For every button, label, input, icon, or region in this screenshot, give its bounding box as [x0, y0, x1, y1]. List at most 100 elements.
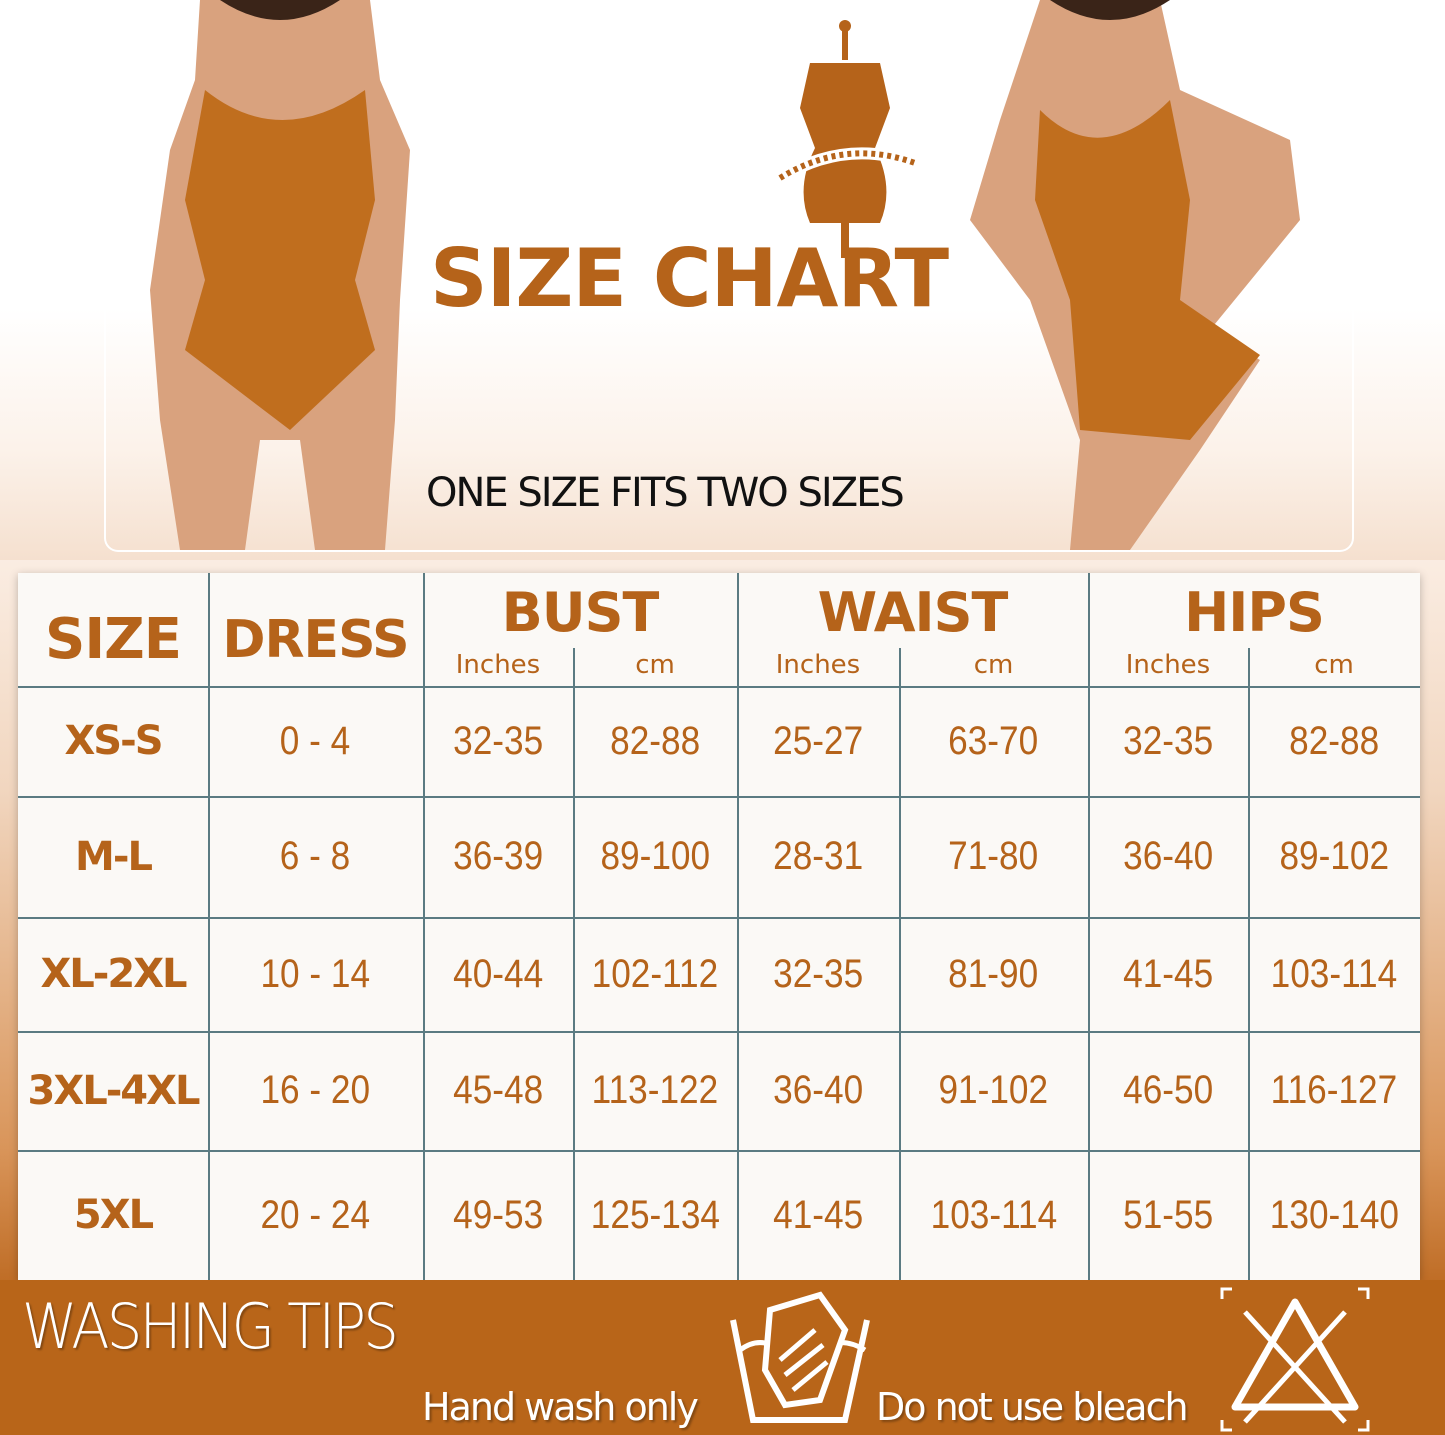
no-bleach-label: Do not use bleach — [876, 1385, 1189, 1429]
grid-vline — [737, 573, 739, 1280]
table-cell: 49-53 — [423, 1150, 573, 1280]
cell-value: 91-102 — [938, 1068, 1049, 1112]
grid-hline — [18, 686, 1420, 688]
cell-value: 89-100 — [600, 834, 710, 878]
table-cell: 103-114 — [1248, 917, 1420, 1031]
washing-title: WASHING TIPS — [22, 1290, 399, 1363]
cell-value: 81-90 — [948, 951, 1039, 996]
grid-vline — [899, 648, 901, 1280]
table-cell: 91-102 — [899, 1031, 1088, 1150]
size-label: M-L — [75, 833, 153, 880]
grid-hline — [18, 1150, 1420, 1152]
table-cell: 71-80 — [899, 796, 1088, 917]
cell-value: 102-112 — [591, 951, 719, 996]
unit-label: cm — [1314, 650, 1354, 680]
table-cell: 36-40 — [737, 1031, 899, 1150]
grid-vline — [208, 573, 210, 1280]
grid-hline — [18, 917, 1420, 919]
table-cell: 0 - 4 — [208, 686, 423, 796]
unit-label: Inches — [455, 650, 541, 680]
table-cell: 41-45 — [737, 1150, 899, 1280]
header-hips: HIPS — [1184, 580, 1325, 644]
cell-value: 116-127 — [1270, 1068, 1398, 1112]
unit-label: cm — [973, 650, 1014, 680]
hero-frame — [104, 300, 1354, 552]
dress-form-icon — [776, 20, 918, 258]
cell-value: 32-35 — [772, 951, 864, 996]
table-cell: 113-122 — [573, 1031, 737, 1150]
cell-value: 36-40 — [1122, 834, 1214, 878]
no-bleach-icon — [1220, 1287, 1370, 1432]
cell-value: 130-140 — [1269, 1192, 1399, 1237]
table-cell: 63-70 — [899, 686, 1088, 796]
table-cell: 6 - 8 — [208, 796, 423, 917]
grid-vline — [573, 648, 575, 1280]
table-cell: 16 - 20 — [208, 1031, 423, 1150]
grid-hline — [18, 796, 1420, 798]
unit-label: Inches — [775, 650, 861, 680]
size-label: XL-2XL — [40, 951, 187, 997]
cell-value: 63-70 — [948, 718, 1039, 763]
page-title: SIZE CHART — [430, 232, 949, 325]
table-cell: 36-40 — [1088, 796, 1248, 917]
table-cell: 40-44 — [423, 917, 573, 1031]
table-cell: 10 - 14 — [208, 917, 423, 1031]
size-label: 5XL — [73, 1192, 154, 1238]
model-photo-left — [150, 0, 410, 550]
table-cell: 32-35 — [1088, 686, 1248, 796]
hand-wash-label: Hand wash only — [422, 1385, 699, 1429]
table-cell: 81-90 — [899, 917, 1088, 1031]
table-cell: 20 - 24 — [208, 1150, 423, 1280]
washing-banner — [0, 1280, 1445, 1435]
table-cell: 82-88 — [1248, 686, 1420, 796]
cell-value: 125-134 — [590, 1192, 720, 1237]
cell-value: 36-40 — [772, 1068, 864, 1112]
unit-label: cm — [635, 650, 675, 680]
table-cell: 28-31 — [737, 796, 899, 917]
cell-value: 20 - 24 — [260, 1192, 371, 1237]
cell-value: 36-39 — [452, 834, 544, 878]
table-cell: 51-55 — [1088, 1150, 1248, 1280]
cell-value: 32-35 — [452, 718, 544, 763]
grid-vline — [423, 573, 425, 1280]
cell-value: 41-45 — [772, 1192, 864, 1237]
unit-label: Inches — [1125, 650, 1211, 680]
table-cell: 116-127 — [1248, 1031, 1420, 1150]
page-subtitle: ONE SIZE FITS TWO SIZES — [426, 470, 905, 516]
cell-value: 32-35 — [1122, 718, 1214, 763]
table-cell: 36-39 — [423, 796, 573, 917]
cell-value: 0 - 4 — [280, 718, 351, 763]
cell-value: 113-122 — [591, 1068, 719, 1112]
grid-vline — [1248, 648, 1250, 1280]
cell-value: 82-88 — [1288, 718, 1380, 763]
cell-value: 40-44 — [452, 951, 544, 996]
model-photo-right — [970, 0, 1300, 550]
grid-vline — [1088, 573, 1090, 1280]
grid-hline — [18, 1031, 1420, 1033]
table-cell: 103-114 — [899, 1150, 1088, 1280]
cell-value: 25-27 — [772, 718, 864, 763]
cell-value: 6 - 8 — [280, 834, 351, 878]
table-cell: 102-112 — [573, 917, 737, 1031]
table-cell: 32-35 — [737, 917, 899, 1031]
table-cell: 130-140 — [1248, 1150, 1420, 1280]
table-cell: 89-100 — [573, 796, 737, 917]
header-size: SIZE — [44, 607, 182, 672]
cell-value: 10 - 14 — [260, 951, 371, 996]
size-chart-table: SIZE DRESS BUST WAIST HIPS Inches cm Inches cm In… — [18, 573, 1420, 1280]
cell-value: 82-88 — [609, 718, 701, 763]
header-dress: DRESS — [222, 609, 409, 670]
table-cell: 41-45 — [1088, 917, 1248, 1031]
cell-value: 49-53 — [452, 1192, 544, 1237]
table-cell: 89-102 — [1248, 796, 1420, 917]
table-cell: 25-27 — [737, 686, 899, 796]
cell-value: 46-50 — [1122, 1068, 1214, 1112]
header-bust: BUST — [501, 580, 660, 644]
table-cell: 46-50 — [1088, 1031, 1248, 1150]
size-label: XS-S — [64, 718, 163, 764]
table-cell: 125-134 — [573, 1150, 737, 1280]
table-cell: 32-35 — [423, 686, 573, 796]
header-waist: WAIST — [817, 580, 1009, 644]
cell-value: 45-48 — [452, 1068, 544, 1112]
hand-wash-icon — [730, 1291, 870, 1423]
